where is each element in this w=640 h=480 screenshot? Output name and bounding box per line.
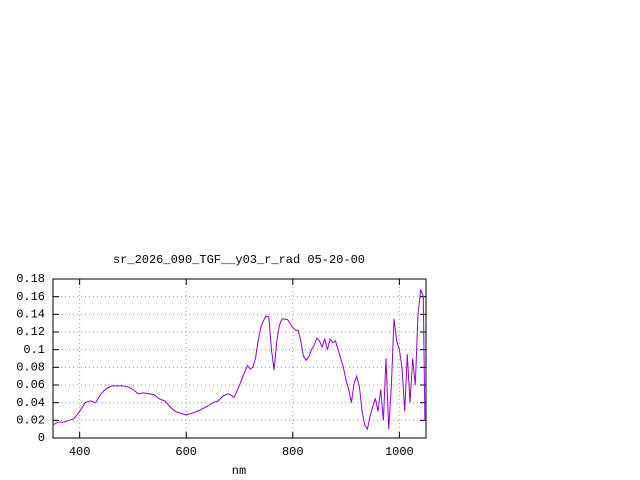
y-tick-label: 0 — [38, 431, 45, 445]
y-tick-label: 0.1 — [23, 343, 45, 357]
x-tick-label: 800 — [282, 445, 304, 459]
y-tick-label: 0.14 — [16, 308, 45, 322]
data-line — [52, 289, 426, 431]
x-tick-label: 600 — [175, 445, 197, 459]
y-tick-label: 0.18 — [16, 272, 45, 286]
y-tick-label: 0.02 — [16, 414, 45, 428]
y-tick-label: 0.16 — [16, 290, 45, 304]
plot-border — [52, 278, 427, 439]
y-tick-label: 0.12 — [16, 325, 45, 339]
y-tick-label: 0.06 — [16, 378, 45, 392]
x-tick-label: 400 — [69, 445, 91, 459]
x-axis-label: nm — [232, 464, 246, 478]
y-tick-label: 0.04 — [16, 396, 45, 410]
y-tick-label: 0.08 — [16, 361, 45, 375]
chart-title: sr_2026_090_TGF__y03_r_rad 05-20-00 — [113, 253, 365, 267]
x-tick-label: 1000 — [385, 445, 414, 459]
